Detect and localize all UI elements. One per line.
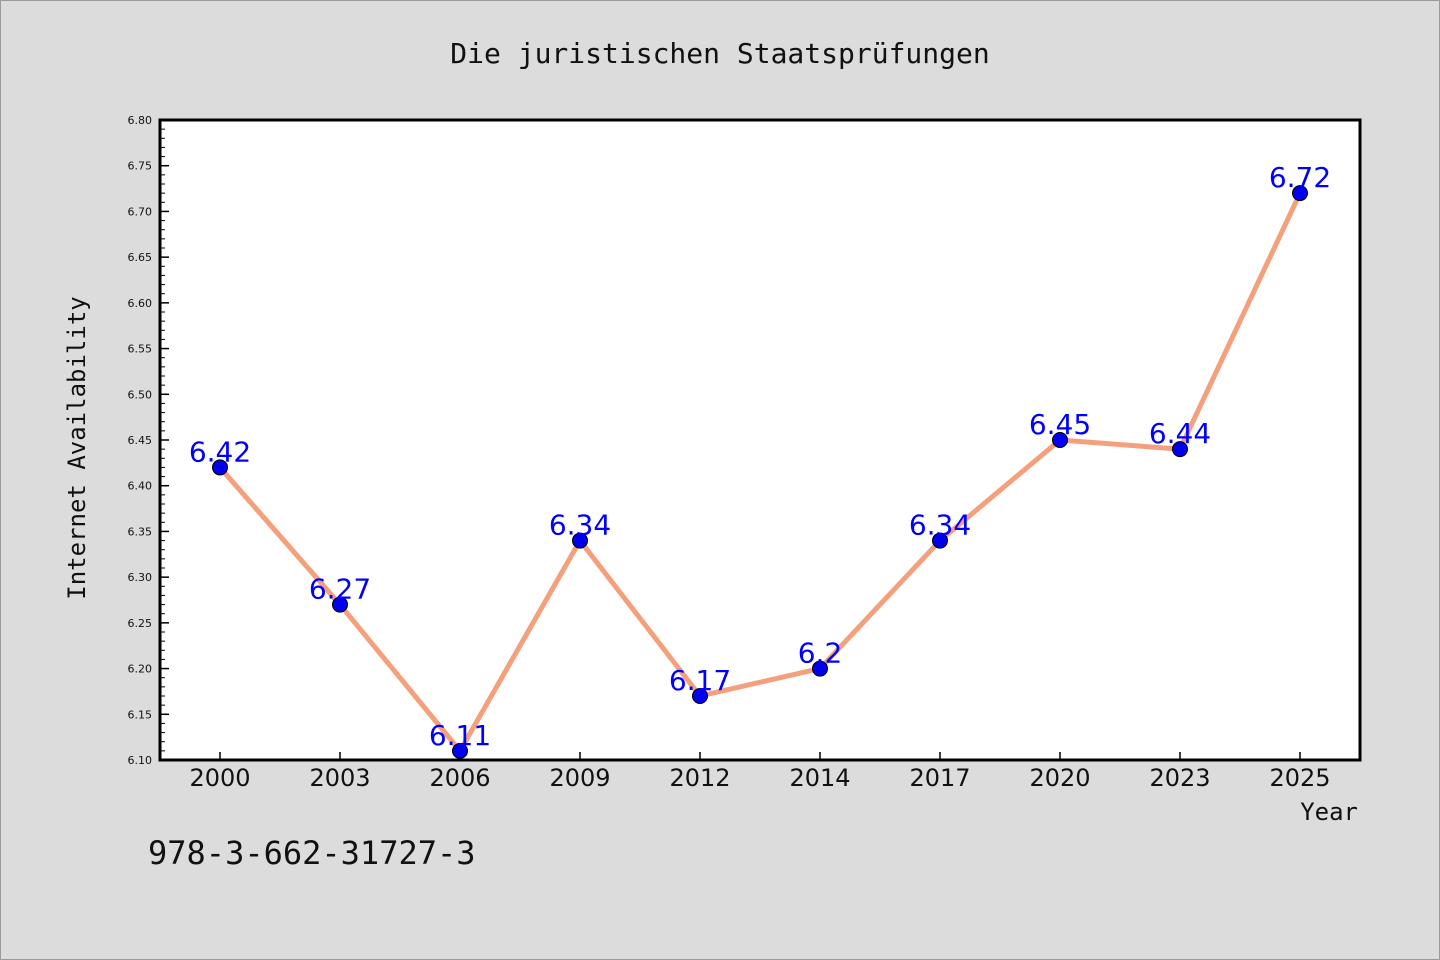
y-tick-label: 6.80 xyxy=(128,114,153,127)
y-tick-label: 6.20 xyxy=(128,663,153,676)
data-point xyxy=(332,596,348,613)
y-tick-label: 6.55 xyxy=(128,343,153,356)
data-point xyxy=(1292,185,1308,202)
data-label: 6.17 xyxy=(669,664,731,697)
data-label: 6.42 xyxy=(189,435,251,468)
x-tick-label: 2012 xyxy=(669,764,730,792)
data-point xyxy=(692,688,708,704)
series-line xyxy=(218,192,1303,754)
data-label: 6.72 xyxy=(1269,161,1331,194)
data-point xyxy=(452,742,468,759)
data-markers xyxy=(212,185,1308,759)
x-tick-label: 2025 xyxy=(1269,764,1330,792)
chart-title: Die juristischen Staatsprüfungen xyxy=(450,37,989,70)
y-tick-label: 6.50 xyxy=(128,388,153,401)
y-tick-label: 6.65 xyxy=(128,251,153,264)
y-tick-label: 6.15 xyxy=(128,708,153,721)
x-tick-label: 2003 xyxy=(309,764,370,792)
data-label: 6.27 xyxy=(309,573,371,606)
x-tick-label: 2000 xyxy=(189,764,250,792)
data-point xyxy=(1052,432,1068,448)
data-point xyxy=(1172,441,1188,458)
x-tick-label: 2020 xyxy=(1029,764,1090,792)
y-major-ticks: 6.10 6.15 6.20 6.25 6.30 6.35 6.40 6.45 6.50 6.55… xyxy=(128,114,169,767)
y-tick-label: 6.30 xyxy=(128,571,153,584)
x-tick-label: 2023 xyxy=(1149,764,1210,792)
x-tick-label: 2006 xyxy=(429,764,490,792)
plot-area xyxy=(158,118,1362,762)
data-label: 6.34 xyxy=(549,509,611,542)
data-point xyxy=(812,660,828,677)
data-label: 6.44 xyxy=(1149,417,1211,450)
y-tick-label: 6.25 xyxy=(128,617,153,630)
y-tick-label: 6.45 xyxy=(128,434,153,447)
y-tick-label: 6.75 xyxy=(128,160,153,173)
isbn-annotation: 978-3-662-31727-3 xyxy=(148,834,476,872)
y-axis-label: Internet Availability xyxy=(63,296,91,599)
data-point xyxy=(932,532,948,549)
y-tick-label: 6.40 xyxy=(128,480,153,493)
x-axis-label: Year xyxy=(1300,798,1358,826)
x-tick-label: 2009 xyxy=(549,764,610,792)
data-label: 6.2 xyxy=(798,637,843,670)
x-axis-ticks: 2000 2003 2006 2009 2012 2014 2017 2020 2023 2025 xyxy=(189,752,1331,792)
data-labels: 6.42 6.27 6.11 6.34 6.17 6.2 6.34 6.45 6.44 6.72 xyxy=(189,161,1331,752)
y-tick-label: 6.60 xyxy=(128,297,153,310)
x-tick-label: 2017 xyxy=(909,764,970,792)
data-point xyxy=(572,532,588,549)
data-point xyxy=(212,459,228,476)
y-tick-label: 6.10 xyxy=(128,754,153,767)
y-tick-label: 6.70 xyxy=(128,205,153,218)
y-minor-ticks xyxy=(160,128,165,752)
data-label: 6.45 xyxy=(1029,408,1091,441)
data-label: 6.11 xyxy=(429,719,491,752)
x-tick-label: 2014 xyxy=(789,764,850,792)
data-label: 6.34 xyxy=(909,509,971,542)
y-tick-label: 6.35 xyxy=(128,525,153,538)
